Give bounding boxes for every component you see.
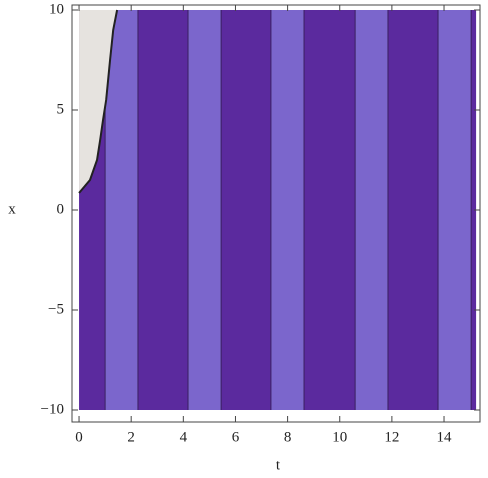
contour-band xyxy=(438,10,472,410)
y-tick-label: 10 xyxy=(49,1,64,17)
region-boundary xyxy=(78,9,119,194)
contour-band xyxy=(355,10,388,410)
x-tick-label: 12 xyxy=(384,429,399,445)
contour-band xyxy=(221,10,271,410)
contour-band xyxy=(188,10,222,410)
y-tick-label: −10 xyxy=(41,401,64,417)
x-tick-label: 4 xyxy=(180,429,188,445)
y-tick-label: 5 xyxy=(57,101,65,117)
y-tick-label: −5 xyxy=(48,301,64,317)
contour-band xyxy=(137,10,189,410)
contour-band xyxy=(270,10,305,410)
x-tick-label: 2 xyxy=(127,429,135,445)
plot-frame xyxy=(71,4,481,423)
x-axis-label: t xyxy=(276,457,281,473)
y-tick-label: 0 xyxy=(57,201,65,217)
x-tick-label: 14 xyxy=(437,429,453,445)
x-tick-label: 6 xyxy=(232,429,240,445)
x-tick-label: 8 xyxy=(284,429,292,445)
contour-band xyxy=(105,10,138,410)
region xyxy=(79,10,118,193)
contour-band xyxy=(387,10,439,410)
x-tick-label: 10 xyxy=(332,429,347,445)
contour-band xyxy=(471,10,477,410)
contour-band xyxy=(304,10,356,410)
x-tick-label: 0 xyxy=(75,429,83,445)
y-axis-label: x xyxy=(8,201,16,217)
